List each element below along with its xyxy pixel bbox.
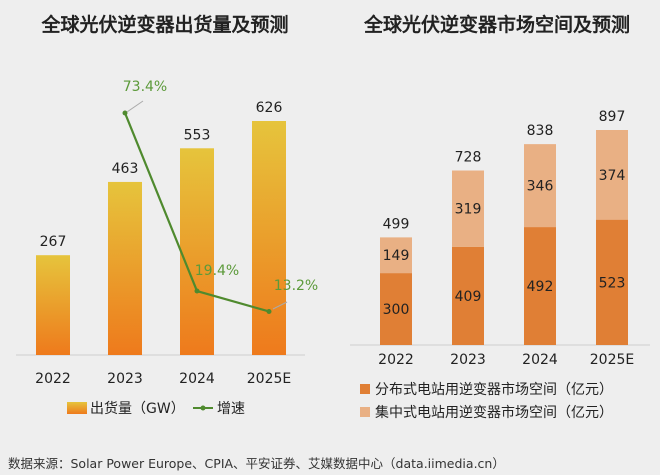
bar-value-label: 267 [40, 234, 67, 250]
bar-shipment [180, 148, 214, 355]
x-tick-label: 2022 [378, 352, 414, 368]
bar-shipment [108, 181, 142, 355]
x-tick-label: 2024 [179, 371, 215, 387]
left-chart-title: 全球光伏逆变器出货量及预测 [40, 13, 288, 36]
legend-label-distributed: 分布式电站用逆变器市场空间（亿元） [375, 381, 613, 398]
x-tick-label: 2025E [247, 371, 291, 387]
legend-label-centralized: 集中式电站用逆变器市场空间（亿元） [375, 404, 613, 421]
bar-shipment [36, 255, 70, 355]
segment-value-label: 300 [383, 302, 410, 318]
growth-value-label: 73.4% [123, 79, 167, 95]
segment-value-label: 492 [527, 279, 554, 295]
right-chart-title: 全球光伏逆变器市场空间及预测 [363, 13, 630, 36]
x-tick-label: 2022 [35, 371, 71, 387]
bar-value-label: 626 [256, 100, 283, 116]
segment-value-label: 374 [599, 168, 626, 184]
growth-value-label: 13.2% [274, 278, 318, 294]
bar-centralized [380, 237, 412, 274]
bar-distributed [596, 219, 628, 345]
legend-swatch-centralized [360, 407, 370, 417]
legend-label-growth: 增速 [217, 401, 245, 417]
segment-value-label: 149 [383, 248, 410, 264]
legend-swatch-shipment [67, 402, 87, 414]
segment-value-label: 409 [455, 289, 482, 305]
total-value-label: 897 [599, 109, 626, 125]
bar-distributed [452, 246, 484, 345]
segment-value-label: 346 [527, 179, 554, 195]
growth-value-label: 19.4% [195, 263, 239, 279]
growth-point [266, 308, 272, 314]
legend-marker-growth [200, 405, 206, 411]
legend-swatch-distributed [360, 384, 370, 394]
leader-line [272, 301, 288, 310]
growth-point [122, 110, 128, 116]
total-value-label: 838 [527, 123, 554, 139]
bar-shipment [252, 121, 286, 355]
x-tick-label: 2023 [107, 371, 143, 387]
x-tick-label: 2025E [590, 352, 634, 368]
segment-value-label: 319 [455, 202, 482, 218]
total-value-label: 499 [383, 216, 410, 232]
bar-distributed [380, 273, 412, 345]
source-note: 数据来源：Solar Power Europe、CPIA、平安证券、艾媒数据中心… [8, 456, 505, 471]
leader-line [126, 100, 144, 113]
legend-label-shipment: 出货量（GW） [90, 400, 185, 417]
segment-value-label: 523 [599, 275, 626, 291]
bar-centralized [452, 170, 484, 247]
bar-distributed [524, 227, 556, 345]
bar-centralized [524, 144, 556, 228]
bar-value-label: 463 [112, 161, 139, 177]
bar-value-label: 553 [184, 127, 211, 143]
x-tick-label: 2024 [522, 352, 558, 368]
growth-point [194, 288, 200, 294]
bar-centralized [596, 130, 628, 220]
x-tick-label: 2023 [450, 352, 486, 368]
total-value-label: 728 [455, 150, 482, 166]
